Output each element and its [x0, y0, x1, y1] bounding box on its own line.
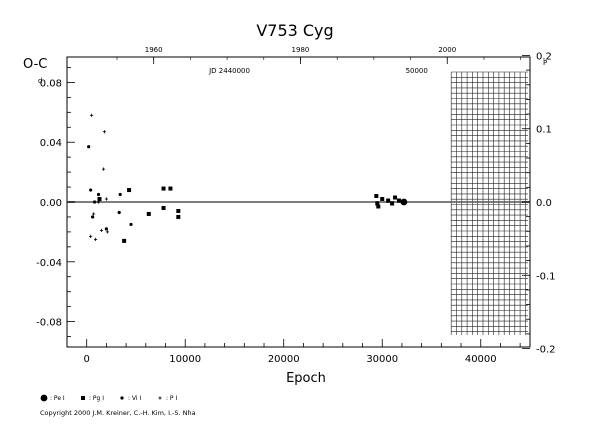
data-point — [101, 167, 106, 171]
data-point — [386, 198, 391, 203]
data-point — [99, 228, 104, 233]
copyright-text: Copyright 2000 J.M. Kreiner, C.-H. Kim, … — [40, 409, 196, 417]
data-point — [375, 201, 380, 206]
data-point — [96, 192, 101, 197]
left-axis-label: O-C — [23, 57, 47, 72]
legend-marker — [40, 394, 48, 402]
data-point — [400, 198, 408, 206]
right-axis-unit: P — [543, 59, 547, 67]
y-tick-label: 0.04 — [40, 138, 62, 149]
data-point — [96, 200, 101, 204]
data-point — [127, 188, 132, 193]
data-point — [97, 197, 102, 202]
x-tick-label: 30000 — [366, 354, 398, 365]
legend-marker — [81, 396, 85, 400]
data-point — [117, 210, 121, 215]
right-tick-label: 0.2 — [536, 51, 552, 62]
top-tick-label: 1960 — [145, 46, 163, 54]
data-point — [89, 234, 93, 238]
data-point — [92, 200, 97, 204]
x-axis-label: Epoch — [286, 371, 326, 386]
top-tick-label: 1980 — [292, 46, 310, 54]
x-tick-label: 0 — [84, 354, 90, 365]
data-point — [118, 192, 122, 197]
right-tick-label: -0.1 — [536, 271, 556, 282]
legend-label: : Pe I — [50, 395, 65, 402]
y-tick-label: -0.04 — [36, 258, 62, 269]
y-tick-label: -0.08 — [36, 318, 62, 329]
data-point — [105, 230, 109, 234]
future-hatch-region — [450, 71, 528, 335]
left-axis-unit: d — [38, 77, 42, 85]
legend: : Pe I : Pg I : Vi I : P I — [40, 394, 177, 402]
data-point — [380, 197, 385, 202]
data-point — [87, 145, 91, 149]
data-point — [176, 208, 181, 213]
x-tick-label: 20000 — [268, 354, 300, 365]
legend-label: : Vi I — [128, 395, 141, 402]
chart-title: V753 Cyg — [256, 21, 333, 40]
plot-frame — [66, 56, 531, 348]
data-point — [176, 214, 181, 219]
data-point — [104, 227, 109, 231]
data-point — [129, 222, 133, 227]
right-tick-label: -0.2 — [536, 345, 556, 356]
x-tick-label: 40000 — [465, 354, 497, 365]
data-point — [390, 201, 395, 206]
data-point — [104, 197, 109, 201]
y-tick-label: 0.08 — [40, 78, 62, 89]
legend-label: : Pg I — [89, 395, 104, 402]
plot-area: 0 10000 20000 30000 40000 1960 1980 2000 JD 2440… — [36, 46, 555, 365]
y-tick-label: 0.00 — [40, 198, 62, 209]
top-tick-label: 2000 — [438, 46, 456, 54]
x-tick-label: 10000 — [169, 354, 201, 365]
data-point — [374, 194, 379, 199]
right-tick-label: 0.0 — [536, 198, 552, 209]
data-point — [161, 205, 166, 210]
legend-marker — [158, 396, 162, 400]
data-point — [89, 188, 93, 192]
legend-label: : P I — [166, 395, 177, 402]
data-point — [168, 186, 173, 191]
top-annotation: JD 2440000 — [208, 67, 250, 75]
right-tick-label: 0.1 — [536, 125, 552, 136]
data-point — [146, 211, 151, 216]
data-point — [91, 212, 96, 216]
data-point — [102, 130, 107, 134]
data-point — [396, 198, 401, 203]
data-point — [93, 237, 98, 241]
data-point — [161, 186, 166, 191]
data-point — [393, 195, 398, 200]
data-point — [90, 113, 94, 117]
data-point — [91, 215, 95, 219]
data-point — [376, 204, 381, 209]
top-annotation: 50000 — [406, 67, 428, 75]
data-point — [122, 238, 127, 243]
legend-marker — [120, 396, 124, 400]
